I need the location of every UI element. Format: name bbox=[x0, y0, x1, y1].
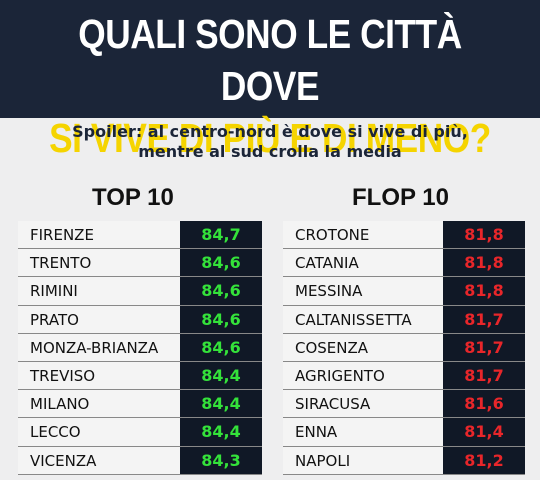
city-name: CROTONE bbox=[283, 221, 443, 249]
life-expectancy: 84,7 bbox=[180, 221, 262, 249]
city-name: SIRACUSA bbox=[283, 390, 443, 418]
life-expectancy: 84,6 bbox=[180, 277, 262, 305]
city-name: FIRENZE bbox=[18, 221, 180, 249]
life-expectancy: 84,6 bbox=[180, 333, 262, 361]
city-name: CATANIA bbox=[283, 249, 443, 277]
table-row: MESSINA 81,8 bbox=[283, 277, 525, 306]
table-row: CATANIA 81,8 bbox=[283, 249, 525, 278]
life-expectancy: 81,7 bbox=[443, 305, 525, 333]
subtitle-line: mentre al sud crolla la media bbox=[138, 142, 402, 161]
life-expectancy: 84,6 bbox=[180, 249, 262, 277]
table-row: MILANO 84,4 bbox=[18, 390, 262, 419]
city-name: NAPOLI bbox=[283, 446, 443, 474]
table-row: PRATO 84,6 bbox=[18, 305, 262, 334]
life-expectancy: 84,4 bbox=[180, 418, 262, 446]
life-expectancy: 81,8 bbox=[443, 221, 525, 249]
city-name: TREVISO bbox=[18, 361, 180, 390]
table-row: CALTANISSETTA 81,7 bbox=[283, 305, 525, 334]
table-row: TREVISO 84,4 bbox=[18, 361, 262, 391]
table-row: COSENZA 81,7 bbox=[283, 333, 525, 362]
city-name: MESSINA bbox=[283, 277, 443, 305]
city-name: RIMINI bbox=[18, 277, 180, 305]
life-expectancy: 84,4 bbox=[180, 361, 262, 390]
table-row: LECCO 84,4 bbox=[18, 418, 262, 447]
life-expectancy: 81,8 bbox=[443, 277, 525, 305]
table-row: CROTONE 81,8 bbox=[283, 221, 525, 250]
city-name: TRENTO bbox=[18, 249, 180, 277]
table-row: ENNA 81,4 bbox=[283, 418, 525, 447]
life-expectancy: 81,7 bbox=[443, 361, 525, 390]
table-title: FLOP 10 bbox=[352, 184, 449, 211]
city-name: MILANO bbox=[18, 390, 180, 418]
life-expectancy: 81,6 bbox=[443, 390, 525, 418]
header-line: SI VIVE DI PIÙ E DI MENO? bbox=[49, 115, 491, 161]
table-row: TRENTO 84,6 bbox=[18, 249, 262, 278]
life-expectancy: 84,6 bbox=[180, 305, 262, 333]
life-expectancy: 81,2 bbox=[443, 446, 525, 474]
city-name: PRATO bbox=[18, 305, 180, 333]
life-expectancy: 84,4 bbox=[180, 390, 262, 418]
life-expectancy: 81,7 bbox=[443, 333, 525, 361]
subtitle: Spoiler: al centro-nord è dove si vive d… bbox=[0, 122, 540, 162]
city-name: AGRIGENTO bbox=[283, 361, 443, 390]
top-table: FIRENZE 84,7 TRENTO 84,6 RIMINI 84,6 PRATO 84,6… bbox=[18, 221, 262, 475]
header-line: QUALI SONO LE CITTÀ DOVE bbox=[78, 11, 462, 109]
table-title: TOP 10 bbox=[92, 184, 174, 211]
subtitle-line: Spoiler: al centro-nord è dove si vive d… bbox=[72, 122, 468, 141]
life-expectancy: 81,4 bbox=[443, 418, 525, 446]
city-name: LECCO bbox=[18, 418, 180, 446]
city-name: VICENZA bbox=[18, 446, 180, 474]
life-expectancy: 84,3 bbox=[180, 446, 262, 474]
life-expectancy: 81,8 bbox=[443, 249, 525, 277]
header: QUALI SONO LE CITTÀ DOVE SI VIVE DI PIÙ … bbox=[0, 0, 540, 161]
city-name: CALTANISSETTA bbox=[283, 305, 443, 333]
city-name: ENNA bbox=[283, 418, 443, 446]
table-row: NAPOLI 81,2 bbox=[283, 446, 525, 475]
city-name: MONZA-BRIANZA bbox=[18, 333, 180, 361]
table-row: VICENZA 84,3 bbox=[18, 446, 262, 475]
flop-table: CROTONE 81,8 CATANIA 81,8 MESSINA 81,8 CALTANI… bbox=[283, 221, 525, 475]
table-row: AGRIGENTO 81,7 bbox=[283, 361, 525, 391]
table-row: RIMINI 84,6 bbox=[18, 277, 262, 306]
table-row: MONZA-BRIANZA 84,6 bbox=[18, 333, 262, 362]
city-name: COSENZA bbox=[283, 333, 443, 361]
table-row: FIRENZE 84,7 bbox=[18, 221, 262, 250]
table-row: SIRACUSA 81,6 bbox=[283, 390, 525, 419]
